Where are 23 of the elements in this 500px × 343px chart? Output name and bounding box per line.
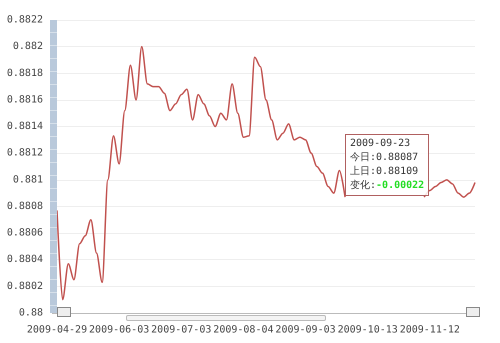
x-tick-label: 2009-06-03 [89,324,150,336]
x-tick-label: 2009-04-29 [26,324,88,336]
y-tick-label: 0.8806 [6,228,43,239]
x-tick-label: 2009-11-12 [400,324,460,336]
x-tick-label: 2009-07-03 [151,324,212,336]
x-tick-label: 2009-08-04 [213,324,274,336]
y-tick-label: 0.8808 [6,200,43,212]
y-tick-label: 0.8816 [6,94,43,106]
y-tick-label: 0.8802 [6,280,43,292]
x-tick-label: 2009-09-03 [275,324,336,336]
y-tick-label: 0.8812 [6,148,43,159]
y-tick-label: 0.8822 [6,14,43,26]
y-tick-label: 0.881 [12,174,43,186]
annotation: 上日:0.88109 [350,165,420,179]
annotation: 2009-09-23 [350,137,412,151]
y-tick-label: 0.882 [12,41,43,52]
annotation: 今日:0.88087 [350,151,420,165]
annotation: 变化:-0.00022 [350,180,424,191]
y-tick-label: 0.8818 [6,68,43,79]
y-tick-label: 0.8804 [6,254,43,266]
y-tick-label: 0.8814 [6,121,43,132]
x-tick-label: 2009-10-13 [338,324,398,336]
y-tick-label: 0.88 [18,308,43,318]
